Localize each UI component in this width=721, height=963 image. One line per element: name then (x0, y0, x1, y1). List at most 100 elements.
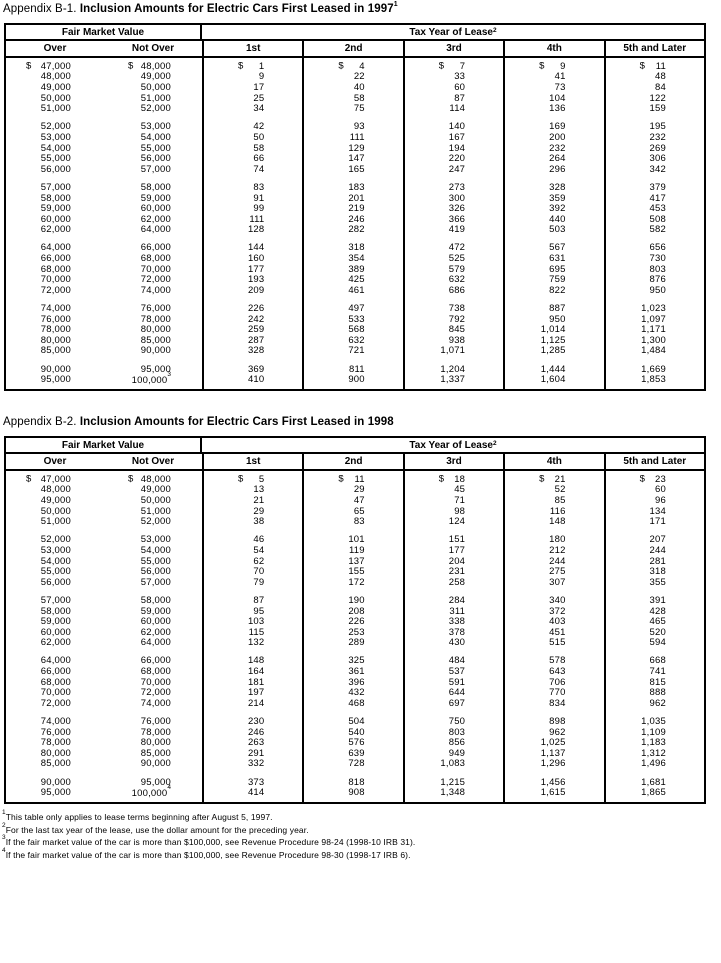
cell-value: 73 (554, 81, 566, 93)
table-cell: 33 (403, 71, 503, 82)
cell-value: 29 (253, 505, 265, 517)
table-cell: 244 (604, 545, 704, 556)
table-cell: 96 (604, 495, 704, 506)
table-row: 76,000 78,000 246 540 803 962 1,109 (6, 727, 704, 738)
table-cell: 48,000 (6, 71, 104, 82)
cell-value: 53,000 (40, 131, 71, 143)
table-cell: 639 (302, 748, 402, 759)
cell-value: 275 (549, 566, 566, 578)
cell-value: 721 (348, 345, 365, 357)
table-row: 72,000 74,000 214 468 697 834 962 (6, 698, 704, 709)
table-cell: 226 (302, 616, 402, 627)
cell-value: 111 (249, 213, 265, 225)
cell-value: 76,000 (140, 303, 171, 315)
table-row: 64,000 66,000 148 325 484 578 668 (6, 655, 704, 666)
table-cell: 64,000 (6, 242, 104, 253)
table-cell: $4 (302, 61, 402, 72)
table-cell: 1,337 (403, 374, 503, 385)
table-cell: 949 (403, 748, 503, 759)
table-cell: 38 (202, 516, 302, 527)
cell-value: 47,000 (40, 473, 71, 485)
cell-value: 58,000 (140, 594, 171, 606)
table-cell: 328 (503, 182, 603, 193)
table-cell: 461 (302, 285, 402, 296)
table-row: 50,000 51,000 25 58 87 104 122 (6, 93, 704, 104)
table-cell: 66,000 (104, 655, 202, 666)
footnote-superscript: 3 (2, 834, 6, 842)
cell-value: 52,000 (40, 121, 71, 133)
cell-value: 51,000 (40, 103, 71, 115)
cell-value: 25 (253, 92, 265, 104)
table-cell: 48,000 (6, 484, 104, 495)
table-cell: 83 (302, 516, 402, 527)
cell-value: 209 (247, 284, 265, 296)
cell-value: 128 (247, 224, 265, 236)
table-cell: 148 (202, 655, 302, 666)
cell-value: 76,000 (40, 726, 71, 738)
dollar-sign: $ (128, 60, 134, 72)
table-cell: 246 (202, 727, 302, 738)
cell-value: 207 (649, 534, 666, 546)
table-cell: 40 (302, 82, 402, 93)
header-tax-year-of-lease: Tax Year of Lease 2 (202, 438, 704, 452)
cell-value: 379 (649, 181, 666, 193)
table-cell: 9 (202, 71, 302, 82)
table-cell: 1,484 (604, 345, 704, 356)
table-cell: 80,000 (6, 335, 104, 346)
cell-value: 177 (448, 544, 466, 556)
table-cell: 50,000 (104, 495, 202, 506)
cell-value: 706 (549, 676, 566, 688)
table-cell: 62,000 (104, 627, 202, 638)
table-cell: 169 (503, 121, 603, 132)
column-header-4th: 4th (503, 454, 603, 469)
footnote-text: If the fair market value of the car is m… (5, 849, 411, 860)
cell-value: 508 (649, 213, 666, 225)
table-cell: 59,000 (6, 203, 104, 214)
cell-value: 244 (649, 544, 666, 556)
table-cell: 72,000 (6, 698, 104, 709)
cell-value: 58 (353, 92, 365, 104)
cell-value: 697 (448, 697, 466, 709)
cell-value: 103 (247, 616, 265, 628)
table-cell: 101 (302, 534, 402, 545)
table-cell: 340 (503, 595, 603, 606)
table-cell: 76,000 (104, 716, 202, 727)
table-cell: 888 (604, 687, 704, 698)
table-cell: $21 (503, 474, 603, 485)
table-cell: 644 (403, 687, 503, 698)
cell-value: 1,669 (641, 363, 666, 375)
table-row: 52,000 53,000 42 93 140 169 195 (6, 121, 704, 133)
table-cell: 1,496 (604, 758, 704, 769)
cell-value: 568 (348, 324, 365, 336)
cell-value: 1,071 (440, 345, 466, 357)
cell-value: 306 (649, 153, 666, 165)
table-cell: 53,000 (6, 545, 104, 556)
cell-value: 83 (253, 181, 265, 193)
table-cell: 148 (503, 516, 603, 527)
table-cell: $18 (403, 474, 503, 485)
cell-value: 55,000 (40, 153, 71, 165)
table-cell: 1,204 (403, 364, 503, 375)
table-cell: 62,000 (6, 224, 104, 235)
cell-value: 520 (649, 626, 666, 638)
cell-value: 13 (253, 484, 265, 496)
table-cell: 259 (202, 324, 302, 335)
cell-value: 116 (549, 505, 566, 517)
table-cell: 201 (302, 193, 402, 204)
table-cell: 403 (503, 616, 603, 627)
cell-value: 75 (353, 103, 365, 115)
table-cell: 181 (202, 677, 302, 688)
table-row: 62,000 64,000 128 282 419 503 582 (6, 224, 704, 236)
footnote-superscript: 1 (2, 809, 6, 816)
cell-value: 950 (649, 284, 666, 296)
cell-value: 84 (654, 81, 666, 93)
table-cell: 90,000 (104, 345, 202, 356)
cell-value: 190 (348, 594, 365, 606)
cell-value: 53,000 (40, 544, 71, 556)
cell-value: 132 (247, 637, 265, 649)
table-cell: 306 (604, 153, 704, 164)
table-cell: 632 (302, 335, 402, 346)
table-cell: 414 (202, 787, 302, 798)
table-cell: 124 (403, 516, 503, 527)
table-cell: 129 (302, 143, 402, 154)
